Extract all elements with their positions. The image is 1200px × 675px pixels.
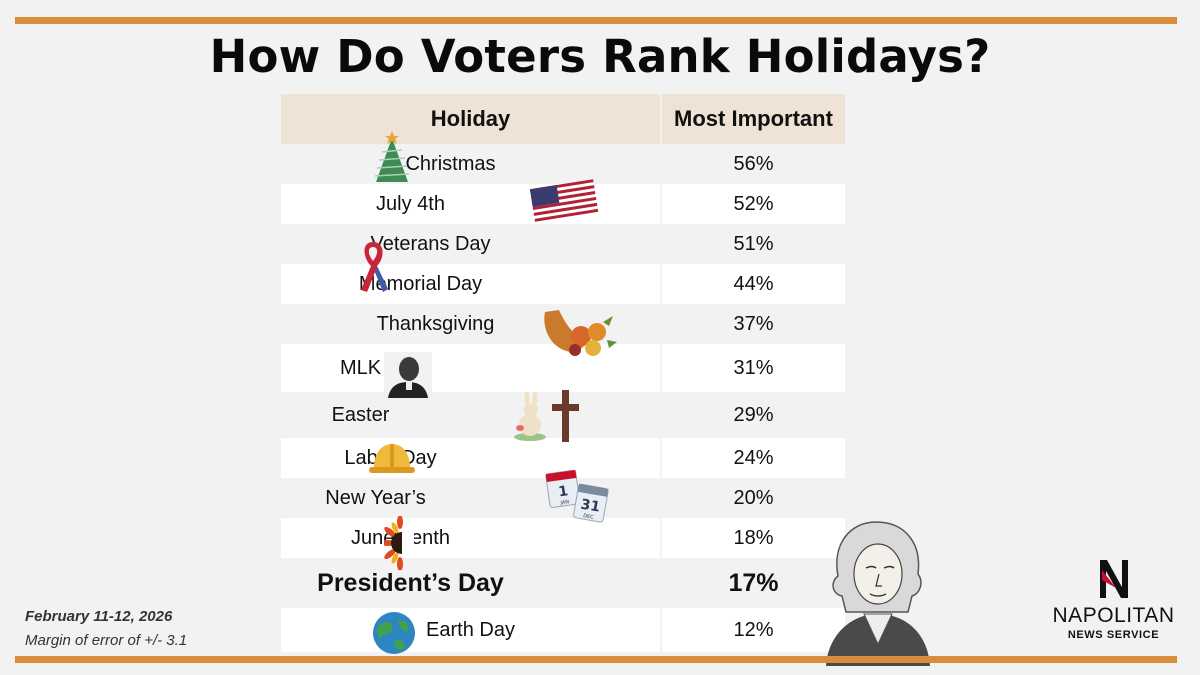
holiday-name: Veterans Day [281,224,660,264]
holiday-name: Labor Day [281,438,660,478]
table-header-row: Holiday Most Important [281,94,845,144]
header-most-important: Most Important [662,94,845,144]
george-washington-portrait [826,521,930,666]
most-important-value: 20% [662,478,845,518]
table-row: Labor Day 24% [281,438,845,478]
cross-icon [552,390,579,442]
holiday-name-text: Easter [331,403,390,426]
holiday-name-text: Earth Day [426,618,515,641]
table-row: Easter 29% [281,392,845,438]
holiday-name-text: Veterans Day [370,232,491,255]
holiday-name-text: Thanksgiving [376,312,495,335]
chart-title: How Do Voters Rank Holidays? [209,30,991,83]
most-important-value-text: 56% [733,152,774,175]
bottom-accent-bar [15,656,1177,663]
logo-subtitle: NEWS SERVICE [1067,629,1160,641]
calendar-day-2: 31 [579,497,601,516]
most-important-value: 18% [662,518,845,558]
most-important-value-text: 12% [733,618,774,641]
sunflower-icon [384,516,414,570]
christmas-tree-icon [374,131,410,182]
american-flag-icon [529,179,599,223]
holiday-name: Easter [281,392,660,438]
most-important-value-text: 29% [733,403,774,426]
holiday-name: President’s Day [281,558,660,608]
most-important-value-text: 31% [733,356,774,379]
header-holiday: Holiday [281,94,660,144]
calendar-month-2: DEC [583,513,595,521]
most-important-value: 51% [662,224,845,264]
table-row: President’s Day 17% [281,558,845,608]
most-important-value: 12% [662,608,845,652]
holiday-name-text: Christmas [405,152,496,175]
bunny-icon [514,392,546,441]
cornucopia-icon [544,310,617,356]
most-important-value: 17% [662,558,845,608]
holiday-name: July 4th [281,184,660,224]
table-row: Veterans Day 51% [281,224,845,264]
holiday-name-text: MLK [339,356,382,379]
most-important-value: 44% [662,264,845,304]
most-important-value: 56% [662,144,845,184]
holiday-name-text: July 4th [376,192,445,215]
most-important-value-text: 20% [733,486,774,509]
most-important-value-text: 51% [733,232,774,255]
most-important-value-text: 24% [733,446,774,469]
table-row: Earth Day 12% [281,608,845,652]
logo-name: NAPOLITAN [1052,604,1175,627]
hard-hat-icon [369,444,415,473]
table-row: Juneteenth 18% [281,518,845,558]
mlk-portrait-icon [384,352,432,398]
holiday-name-text: Memorial Day [358,272,483,295]
holiday-name: Juneteenth [281,518,660,558]
holiday-name: Earth Day [281,608,660,652]
survey-date: February 11-12, 2026 [25,608,173,625]
ribbon-icon [361,242,388,292]
header-holiday-text: Holiday [430,106,511,131]
holiday-table: Holiday Most Important Christmas 56% July 4t… [281,94,845,652]
napolitan-n-logo-icon [1099,560,1128,598]
calendar-icon: 1 JAN 31 DEC [545,469,609,523]
header-most-important-text: Most Important [674,106,833,131]
holiday-name: Memorial Day [281,264,660,304]
calendar-day-1: 1 [557,483,569,500]
holiday-name-text: New Year’s [325,486,426,509]
most-important-value-text: 17% [728,568,779,597]
table-row: MLK 31% [281,344,845,392]
top-accent-bar [15,17,1177,24]
most-important-value: 24% [662,438,845,478]
most-important-value-text: 52% [733,192,774,215]
most-important-value: 52% [662,184,845,224]
most-important-value-text: 37% [733,312,774,335]
napolitan-logo: NAPOLITAN NEWS SERVICE [1046,558,1181,641]
table-row: Christmas 56% [281,144,845,184]
table-row: July 4th 52% [281,184,845,224]
most-important-value: 37% [662,304,845,344]
earth-icon [373,612,415,654]
calendar-month-1: JAN [559,499,570,506]
holiday-name-text: President’s Day [317,568,504,597]
table-row: New Year’s 20% [281,478,845,518]
holiday-name: Christmas [281,144,660,184]
most-important-value: 29% [662,392,845,438]
margin-of-error: Margin of error of +/- 3.1 [25,632,188,649]
most-important-value-text: 18% [733,526,774,549]
most-important-value-text: 44% [733,272,774,295]
most-important-value: 31% [662,344,845,392]
table-row: Memorial Day 44% [281,264,845,304]
